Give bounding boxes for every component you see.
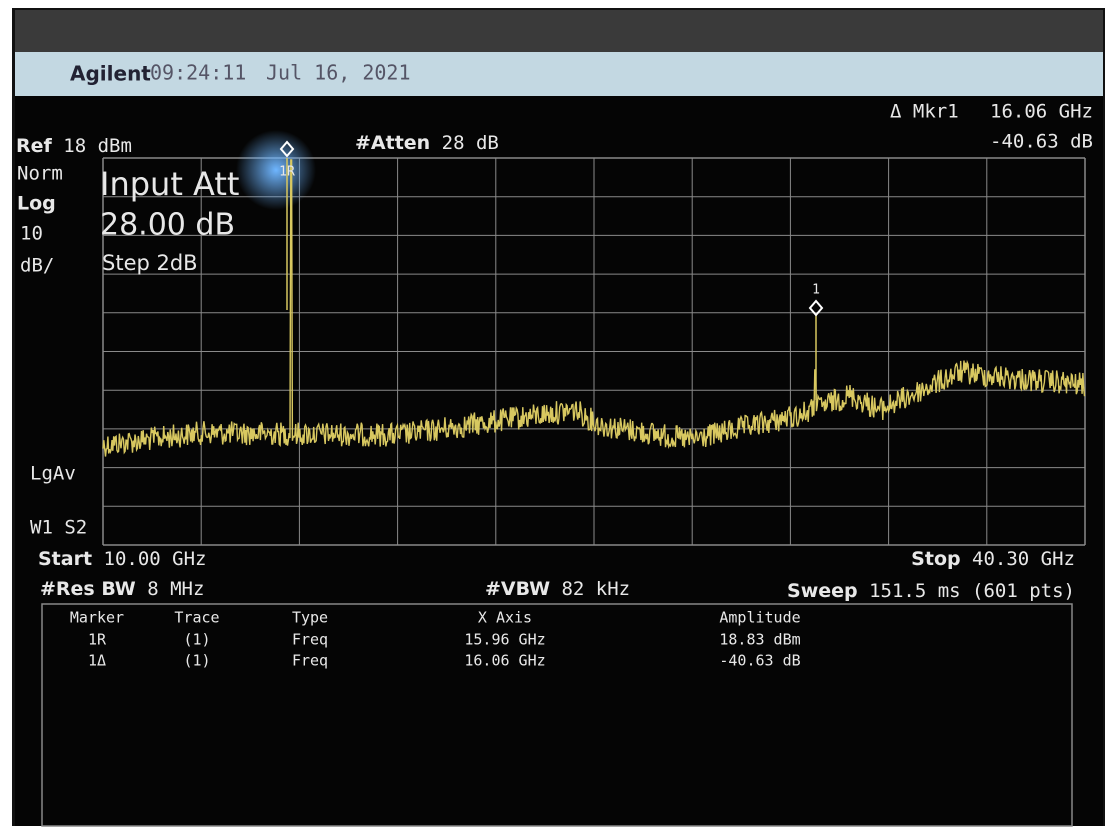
stop: Stop 40.30 GHz (911, 548, 1075, 570)
trace-mode: W1 S2 (30, 517, 87, 539)
sweep-value: 151.5 ms (601 pts) (869, 580, 1075, 602)
column-header: Amplitude (719, 609, 800, 627)
input-att-value: 28.00 dB (100, 208, 235, 243)
column-header: Trace (174, 609, 219, 627)
start: Start 10.00 GHz (38, 548, 206, 570)
scale-unit: dB/ (20, 255, 54, 277)
detector: LgAv (30, 463, 76, 485)
start-label: Start (38, 548, 92, 570)
marker-frequency: 16.06 GHz (990, 101, 1093, 123)
scale-type: Log (17, 193, 56, 215)
atten-value: 28 dB (442, 132, 499, 154)
table-cell: 15.96 GHz (464, 631, 545, 649)
res-bw-label: #Res BW (40, 578, 136, 600)
table-cell: 16.06 GHz (464, 652, 545, 670)
column-header: Marker (70, 609, 124, 627)
scale-value: 10 (20, 223, 43, 245)
vbw-value: 82 kHz (561, 578, 630, 600)
marker-reference: 1R (279, 165, 295, 180)
ref: Ref 18 dBm (16, 135, 132, 157)
vbw: #VBW 82 kHz (485, 578, 630, 600)
graticule (102, 157, 1086, 546)
atten-label: #Atten (355, 132, 430, 154)
norm: Norm (17, 163, 63, 185)
marker-table-frame (41, 603, 1073, 827)
marker-diamond (808, 299, 824, 317)
input-att-title: Input Att (100, 165, 239, 203)
trace (102, 159, 1086, 457)
marker-table: Marker Trace Type X Axis Amplitude 1R (1) Freq 1… (70, 609, 801, 670)
date: Jul 16, 2021 (266, 61, 411, 85)
ref-value: 18 dBm (63, 135, 132, 157)
ref-label: Ref (16, 135, 53, 157)
atten: #Atten 28 dB (355, 132, 499, 154)
marker-diamond (279, 140, 295, 158)
input-att-step: Step 2dB (102, 251, 198, 275)
marker-delta: 1 (812, 283, 820, 298)
table-cell: (1) (183, 631, 210, 649)
stop-value: 40.30 GHz (972, 548, 1075, 570)
res-bw: #Res BW 8 MHz (40, 578, 204, 600)
marker-label: Δ Mkr1 (890, 101, 959, 123)
status-bar (15, 52, 1103, 96)
table-cell: (1) (183, 652, 210, 670)
stop-label: Stop (911, 548, 960, 570)
table-cell: Freq (292, 631, 328, 649)
top-bar (15, 10, 1103, 52)
marker-glow (236, 130, 316, 210)
marker-amplitude: -40.63 dB (990, 131, 1093, 153)
time: 09:24:11 (150, 61, 246, 85)
table-cell: 1Δ (88, 652, 106, 670)
res-bw-value: 8 MHz (147, 578, 204, 600)
column-header: Type (292, 609, 328, 627)
table-cell: 1R (88, 631, 107, 649)
table-cell: -40.63 dB (719, 652, 800, 670)
vbw-label: #VBW (485, 578, 550, 600)
start-value: 10.00 GHz (104, 548, 207, 570)
brand: Agilent (70, 62, 151, 86)
screen (15, 96, 1103, 826)
table-cell: Freq (292, 652, 328, 670)
sweep-label: Sweep (787, 580, 858, 602)
column-header: X Axis (478, 609, 532, 627)
sweep: Sweep 151.5 ms (601 pts) (787, 580, 1075, 602)
table-cell: 18.83 dBm (719, 631, 800, 649)
